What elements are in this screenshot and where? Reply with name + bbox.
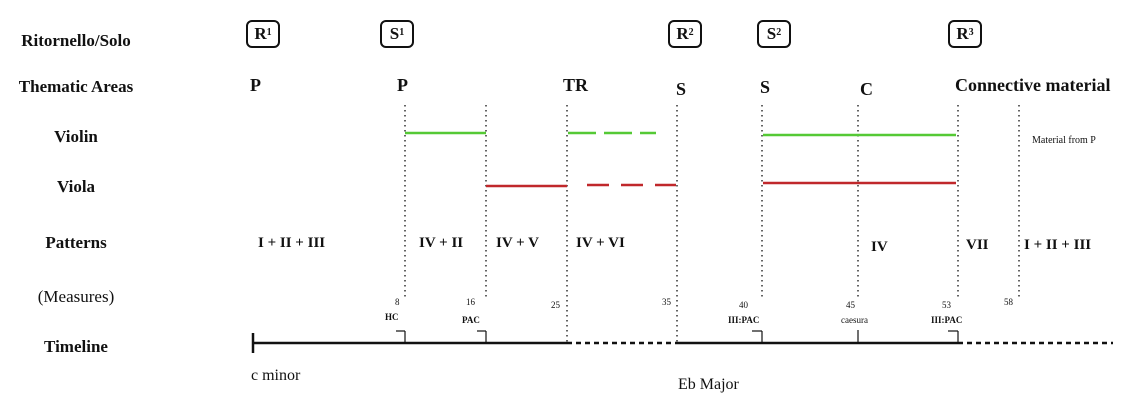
measure-35: 35	[662, 297, 671, 307]
measure-58: 58	[1004, 297, 1013, 307]
key-c-minor: c minor	[251, 367, 301, 384]
row-label-thematic-areas: Thematic Areas	[18, 77, 134, 96]
pattern-4: IV + VI	[576, 235, 625, 251]
thematic-area-s2: S	[760, 77, 771, 97]
cadence-pac: PAC	[462, 315, 480, 325]
row-label-measures: (Measures)	[37, 287, 115, 306]
thematic-area-s1: S	[676, 79, 687, 99]
measure-25: 25	[551, 300, 560, 310]
thematic-area-tr: TR	[563, 75, 589, 95]
measure-16: 16	[466, 297, 475, 307]
key-eb-major: Eb Major	[678, 376, 739, 393]
cadence-hc: HC	[385, 312, 399, 322]
thematic-area-p2: P	[397, 75, 408, 95]
pattern-7: I + II + III	[1024, 237, 1092, 253]
pattern-6: VII	[966, 237, 989, 253]
row-label-viola: Viola	[56, 177, 96, 196]
row-label-timeline: Timeline	[44, 337, 108, 356]
pattern-2: IV + II	[419, 235, 464, 251]
measure-8: 8	[395, 297, 400, 307]
thematic-area-p1: P	[250, 75, 261, 95]
cadence-iii-pac-1: III:PAC	[728, 315, 760, 325]
row-label-ritornello-solo: Ritornello/Solo	[21, 31, 131, 50]
measure-40: 40	[739, 300, 748, 310]
pattern-3: IV + V	[496, 235, 540, 251]
pattern-5: IV	[871, 239, 888, 255]
cadence-caesura: caesura	[841, 315, 868, 325]
cadence-iii-pac-2: III:PAC	[931, 315, 963, 325]
row-label-violin: Violin	[54, 127, 98, 146]
measure-45: 45	[846, 300, 855, 310]
violin-note: Material from P	[1032, 135, 1096, 146]
pattern-1: I + II + III	[258, 235, 326, 251]
row-label-patterns: Patterns	[45, 233, 107, 252]
measure-53: 53	[942, 300, 951, 310]
thematic-area-c: C	[860, 79, 873, 99]
thematic-area-connective: Connective material	[955, 75, 1111, 95]
